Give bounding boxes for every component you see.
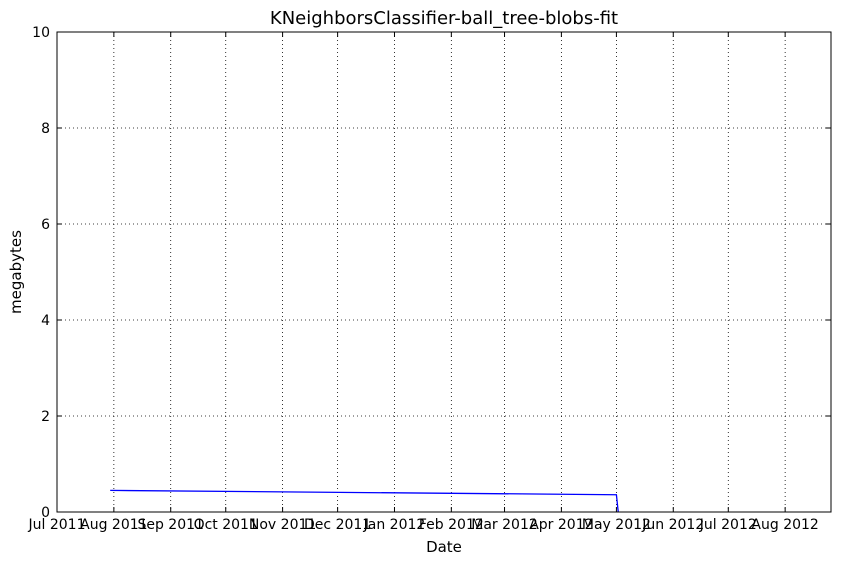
chart-title: KNeighborsClassifier-ball_tree-blobs-fit <box>270 8 618 29</box>
series-layer <box>110 489 619 513</box>
y-tick-label: 8 <box>41 121 50 137</box>
x-tick-label: Jan 2012 <box>363 517 426 533</box>
x-tick-label: Feb 2012 <box>419 517 484 533</box>
y-axis-label: megabytes <box>7 230 25 314</box>
y-tick-label: 0 <box>41 505 50 521</box>
x-tick-label: Oct 2011 <box>194 517 258 533</box>
series-line <box>110 489 619 513</box>
x-tick-label: Aug 2011 <box>80 517 147 533</box>
y-tick-label: 10 <box>32 25 50 41</box>
x-tick-label: Apr 2012 <box>529 517 593 533</box>
x-tick-label: Aug 2012 <box>751 517 818 533</box>
x-tick-label: Jun 2012 <box>641 517 704 533</box>
y-tick-label: 2 <box>41 409 50 425</box>
x-tick-label: Mar 2012 <box>471 517 538 533</box>
plot-area-frame <box>56 31 832 513</box>
y-tick-label: 6 <box>41 217 50 233</box>
x-tick-label: Nov 2011 <box>249 517 316 533</box>
x-tick-label: Jul 2012 <box>699 517 757 533</box>
x-tick-label: May 2012 <box>582 517 651 533</box>
grid-lines <box>57 32 831 512</box>
y-tick-label: 4 <box>41 313 50 329</box>
x-axis-label: Date <box>426 538 462 556</box>
x-tick-label: Dec 2011 <box>304 517 371 533</box>
x-tick-label: Jul 2011 <box>28 517 86 533</box>
x-tick-label: Sep 2011 <box>137 517 203 533</box>
